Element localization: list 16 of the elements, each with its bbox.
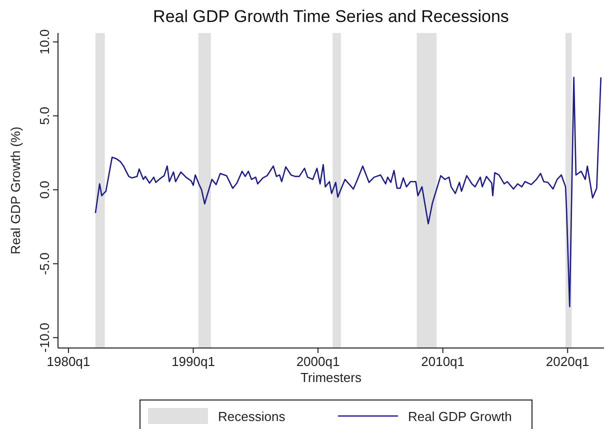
legend-label: Recessions — [218, 409, 286, 424]
y-axis-title: Real GDP Growth (%) — [8, 126, 23, 254]
x-tick-label: 1990q1 — [172, 354, 215, 369]
y-tick-label: 10.0 — [37, 29, 52, 55]
chart-title: Real GDP Growth Time Series and Recessions — [153, 7, 509, 26]
x-tick-label: 2020q1 — [546, 354, 590, 369]
y-tick-label: -5.0 — [37, 252, 52, 275]
line-series — [94, 76, 602, 308]
x-axis-title: Trimesters — [300, 370, 362, 385]
x-tick-label: 1980q1 — [46, 354, 90, 369]
y-tick-label: 0.0 — [37, 180, 52, 199]
y-tick-label: -10.0 — [37, 322, 52, 352]
x-tick-label: 2000q1 — [296, 354, 340, 369]
legend-label: Real GDP Growth — [408, 409, 512, 424]
x-tick-label: 2010q1 — [421, 354, 465, 369]
y-tick-label: 5.0 — [37, 106, 52, 125]
